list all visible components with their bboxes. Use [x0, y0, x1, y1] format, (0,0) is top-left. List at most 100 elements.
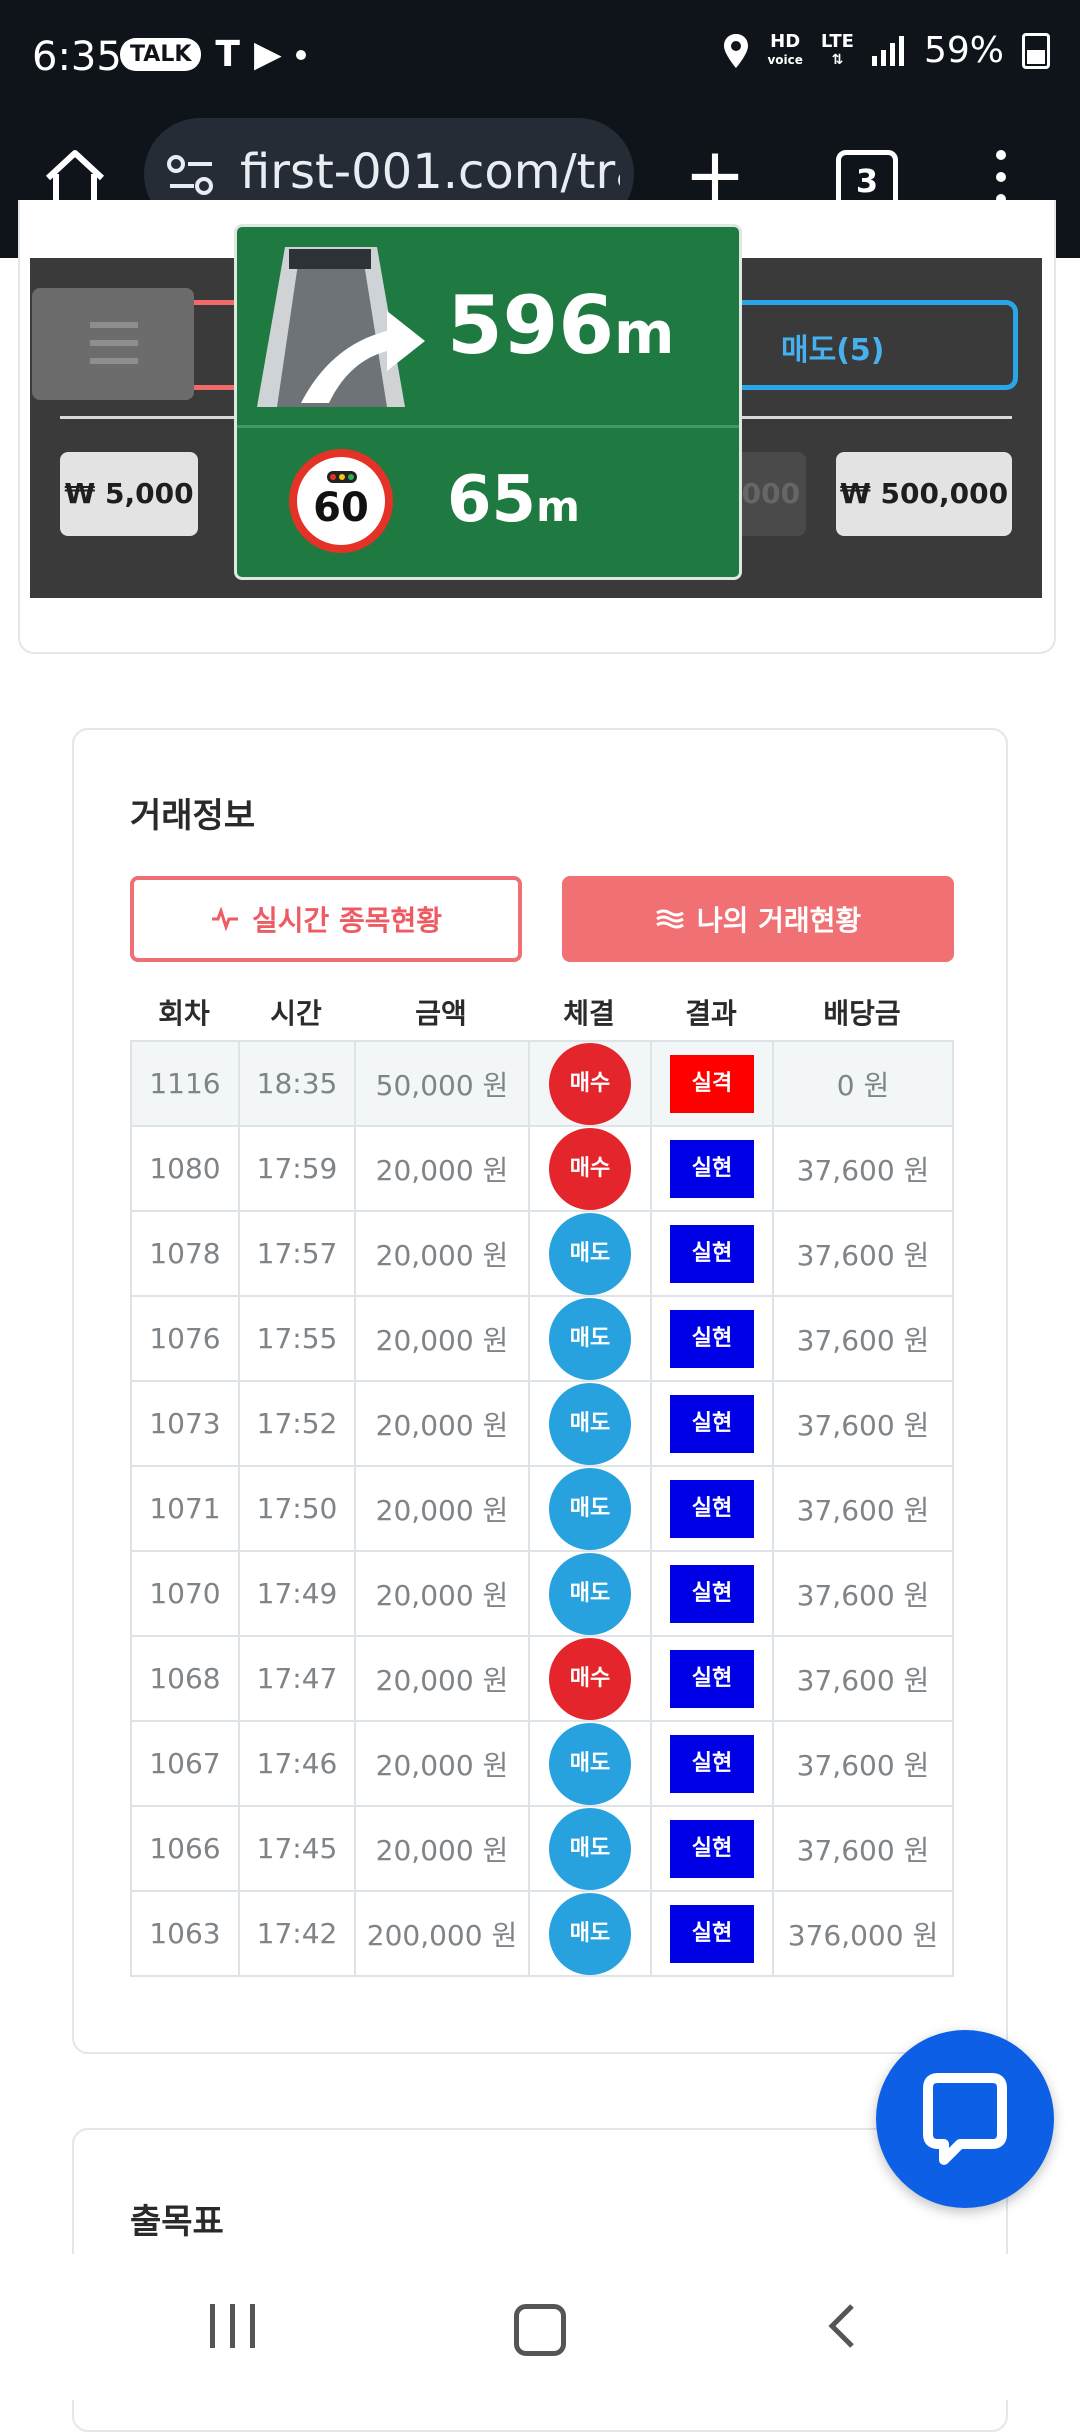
- cell-round: 1080: [130, 1125, 240, 1212]
- cell-payout: 37,600 원: [772, 1805, 954, 1892]
- amount-button-500000[interactable]: ₩ 500,000: [836, 452, 1012, 536]
- hd-voice-icon: HD voice: [767, 30, 803, 67]
- cell-position: 매도: [528, 1805, 652, 1892]
- address-bar[interactable]: first-001.com/tra: [144, 118, 634, 230]
- cell-round: 1070: [130, 1550, 240, 1637]
- cell-amount: 20,000 원: [354, 1465, 530, 1552]
- position-badge: 매도: [549, 1382, 631, 1465]
- result-badge: 실현: [670, 1564, 754, 1623]
- col-position: 체결: [563, 997, 615, 1030]
- position-badge: 매도: [549, 1212, 631, 1295]
- cell-position: 매도: [528, 1890, 652, 1977]
- result-badge: 실현: [670, 1139, 754, 1198]
- cell-result: 실현: [650, 1125, 774, 1212]
- position-badge: 매도: [549, 1297, 631, 1380]
- col-result: 결과: [685, 997, 737, 1030]
- recents-icon[interactable]: [210, 2304, 258, 2348]
- cell-payout: 37,600 원: [772, 1380, 954, 1467]
- cell-position: 매도: [528, 1210, 652, 1297]
- cell-time: 17:52: [238, 1380, 356, 1467]
- cell-amount: 20,000 원: [354, 1720, 530, 1807]
- amount-button-5000[interactable]: ₩ 5,000: [60, 452, 198, 536]
- cell-time: 17:59: [238, 1125, 356, 1212]
- cell-amount: 20,000 원: [354, 1805, 530, 1892]
- cell-position: 매도: [528, 1295, 652, 1382]
- cell-round: 1067: [130, 1720, 240, 1807]
- cell-time: 18:35: [238, 1040, 356, 1127]
- cell-payout: 37,600 원: [772, 1465, 954, 1552]
- cell-amount: 20,000 원: [354, 1295, 530, 1382]
- result-badge: 실현: [670, 1479, 754, 1538]
- table-row: 1116 18:35 50,000 원 매수 실격 0 원: [130, 1040, 954, 1127]
- cell-payout: 37,600 원: [772, 1210, 954, 1297]
- cell-time: 17:55: [238, 1295, 356, 1382]
- position-badge: 매수: [549, 1637, 631, 1720]
- cell-round: 1066: [130, 1805, 240, 1892]
- table-row: 1066 17:45 20,000 원 매도 실현 37,600 원: [130, 1805, 954, 1892]
- position-badge: 매도: [549, 1467, 631, 1550]
- more-vert-icon[interactable]: [996, 150, 1008, 216]
- next-section-title: 출목표: [130, 2202, 224, 2242]
- tab-my-trades[interactable]: 나의 거래현황: [562, 876, 954, 962]
- table-row: 1073 17:52 20,000 원 매도 실현 37,600 원: [130, 1380, 954, 1467]
- chat-button[interactable]: [876, 2030, 1054, 2208]
- trade-history-table: 1116 18:35 50,000 원 매수 실격 0 원 1080 17:59 20,000 …: [130, 1040, 954, 1977]
- cell-time: 17:45: [238, 1805, 356, 1892]
- table-row: 1071 17:50 20,000 원 매도 실현 37,600 원: [130, 1465, 954, 1552]
- sell-button[interactable]: 매도(5): [558, 300, 1018, 390]
- new-tab-plus-icon[interactable]: +: [684, 132, 747, 218]
- cell-amount: 200,000 원: [354, 1890, 530, 1977]
- cell-position: 매수: [528, 1125, 652, 1212]
- location-icon: [724, 33, 749, 68]
- cell-position: 매도: [528, 1465, 652, 1552]
- cell-round: 1116: [130, 1040, 240, 1127]
- nav-divider: [237, 425, 739, 428]
- table-row: 1080 17:59 20,000 원 매수 실현 37,600 원: [130, 1125, 954, 1212]
- col-payout: 배당금: [823, 997, 901, 1030]
- back-icon[interactable]: [826, 2302, 856, 2350]
- result-badge: 실격: [670, 1054, 754, 1113]
- camera-light-icon: [327, 471, 357, 483]
- hamburger-menu-icon[interactable]: [32, 288, 194, 400]
- position-badge: 매도: [549, 1722, 631, 1805]
- result-badge: 실현: [670, 1904, 754, 1963]
- cell-result: 실현: [650, 1210, 774, 1297]
- table-row: 1068 17:47 20,000 원 매수 실현 37,600 원: [130, 1635, 954, 1722]
- cell-round: 1071: [130, 1465, 240, 1552]
- cell-time: 17:50: [238, 1465, 356, 1552]
- table-row: 1067 17:46 20,000 원 매도 실현 37,600 원: [130, 1720, 954, 1807]
- cell-round: 1073: [130, 1380, 240, 1467]
- result-badge: 실현: [670, 1394, 754, 1453]
- home-nav-icon[interactable]: [514, 2304, 566, 2356]
- cell-payout: 37,600 원: [772, 1550, 954, 1637]
- cell-position: 매수: [528, 1635, 652, 1722]
- speed-limit-sign: 60: [289, 449, 393, 553]
- url-text[interactable]: first-001.com/tra: [240, 144, 620, 200]
- cell-result: 실격: [650, 1040, 774, 1127]
- cell-position: 매수: [528, 1040, 652, 1127]
- cell-result: 실현: [650, 1550, 774, 1637]
- site-settings-icon[interactable]: [166, 152, 216, 198]
- cell-payout: 0 원: [772, 1040, 954, 1127]
- waves-icon: [656, 909, 684, 929]
- col-round: 회차: [158, 997, 210, 1030]
- tab-realtime-status[interactable]: 실시간 종목현황: [130, 876, 522, 962]
- cell-amount: 20,000 원: [354, 1550, 530, 1637]
- notification-icons: TALK T ▶: [120, 34, 306, 75]
- cell-result: 실현: [650, 1465, 774, 1552]
- cell-payout: 37,600 원: [772, 1295, 954, 1382]
- cell-time: 17:57: [238, 1210, 356, 1297]
- cell-round: 1078: [130, 1210, 240, 1297]
- signal-icon: [871, 35, 904, 66]
- more-notifications-icon: [295, 49, 306, 60]
- position-badge: 매도: [549, 1552, 631, 1635]
- cell-amount: 20,000 원: [354, 1210, 530, 1297]
- col-amount: 금액: [415, 997, 467, 1030]
- navigation-overlay[interactable]: 596m 60 65m: [234, 224, 742, 580]
- system-icons: HD voice LTE ⇅ 59%: [723, 30, 1050, 71]
- cell-amount: 50,000 원: [354, 1040, 530, 1127]
- cell-payout: 37,600 원: [772, 1125, 954, 1212]
- position-badge: 매수: [549, 1127, 631, 1210]
- cell-time: 17:46: [238, 1720, 356, 1807]
- cell-position: 매도: [528, 1380, 652, 1467]
